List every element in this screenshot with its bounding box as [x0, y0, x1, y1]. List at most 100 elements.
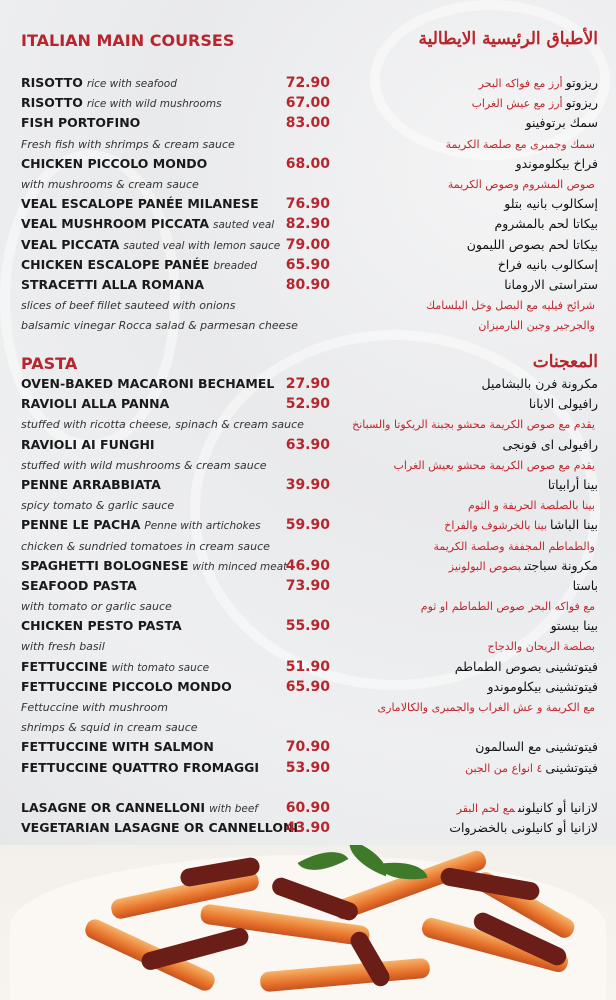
item-price: 82.90 — [285, 216, 330, 233]
item-arabic: بينا بالصلصة الحريفة و الثوم — [468, 495, 598, 516]
item-description-arabic: ٤ انواع من الجبن — [465, 761, 543, 775]
item-price: 55.90 — [285, 618, 330, 635]
menu-item-row: FETTUCCINE PICCOLO MONDO 65.90 فيتوتشينى ب… — [0, 677, 616, 697]
menu-item-row: CHICKEN PICCOLO MONDO 68.00 فراخ بيكلوموند… — [0, 154, 616, 174]
menu-item-row: STRACETTI ALLA ROMANA 80.90 ستراستى الاروم… — [0, 275, 616, 295]
item-description-arabic: والجرجير وجبن البارميزان — [478, 319, 595, 333]
item-price: 65.90 — [285, 678, 330, 695]
item-arabic: فراخ بيكلوموندو — [516, 154, 598, 174]
item-name-arabic: سمك برتوفينو — [525, 115, 599, 131]
item-name: VEGETARIAN LASAGNE OR CANNELLONI — [21, 820, 299, 836]
item-english: LASAGNE OR CANNELLONI with beef — [21, 798, 258, 819]
item-english: FISH PORTOFINO — [21, 113, 140, 133]
item-arabic: لازانيا أو كانيلونىمع لحم البقر — [457, 798, 598, 819]
item-price: 60.90 — [285, 800, 330, 816]
menu-item-row: stuffed with wild mushrooms & cream sauc… — [0, 455, 616, 475]
item-price: 72.90 — [285, 75, 330, 91]
item-english: SEAFOOD PASTA — [21, 576, 137, 596]
item-english: with fresh basil — [21, 636, 105, 657]
menu-item-row: RAVIOLI AI FUNGHI 63.90 رافيولى اى فونجى — [0, 435, 616, 455]
item-description: with fresh basil — [21, 640, 105, 654]
item-english: slices of beef fillet sauteed with onion… — [21, 295, 235, 316]
item-description-arabic: مع لحم البقر — [456, 802, 515, 815]
item-english: RAVIOLI AI FUNGHI — [21, 435, 155, 455]
item-description: Penne with artichokes — [144, 520, 261, 533]
item-arabic: رافيولى اى فونجى — [502, 435, 598, 455]
item-arabic: شرائح فيليه مع البصل وخل البلسامك — [426, 295, 598, 316]
menu-item-row: balsamic vinegar Rocca salad & parmesan … — [0, 315, 616, 335]
menu-item-row: shrimps & squid in cream sauce — [0, 717, 616, 737]
item-name-arabic: ستراستى الارومانا — [504, 276, 598, 292]
item-english: VEAL MUSHROOM PICCATA sauted veal — [21, 214, 274, 235]
menu-item-row: spicy tomato & garlic sauce بينا بالصلصة … — [0, 495, 616, 515]
item-description-arabic: يقدم مع صوص الكريمة محشو بعيش الغراب — [393, 458, 595, 472]
item-english: FETTUCCINE WITH SALMON — [21, 737, 214, 757]
item-name: PENNE ARRABBIATA — [21, 476, 161, 492]
menu-item-row: stuffed with ricotta cheese, spinach & c… — [0, 414, 616, 434]
item-price: 52.90 — [285, 396, 330, 413]
item-description: stuffed with ricotta cheese, spinach & c… — [21, 418, 304, 432]
menu-item-row: FISH PORTOFINO 83.00 سمك برتوفينو — [0, 113, 616, 133]
decorative-swirl — [0, 150, 180, 450]
item-price: 73.90 — [285, 577, 330, 594]
item-name-arabic: فراخ بيكلوموندو — [515, 155, 598, 171]
item-name-arabic: بينا الباشا — [550, 517, 598, 533]
item-description-arabic: بصوص البولونيز — [448, 559, 521, 573]
item-price: 27.90 — [285, 376, 330, 392]
menu-item-row: CHICKEN PESTO PASTA 55.90 بينا بيستو — [0, 616, 616, 636]
pasta-list: OVEN-BAKED MACARONI BECHAMEL 27.90 مكرونة … — [0, 374, 616, 778]
item-name: RISOTTO — [21, 95, 83, 111]
item-name-arabic: فيتوتشينى بصوص الطماطم — [454, 658, 598, 674]
item-price: 43.90 — [285, 820, 330, 837]
menu-item-row: VEAL ESCALOPE PANÉE MILANESE 76.90 إسكالوب… — [0, 194, 616, 214]
item-name-arabic: بينا أرابياتا — [547, 476, 598, 492]
item-description-arabic: مع فواكه البحر صوص الطماطم او ثوم — [420, 600, 595, 614]
item-english: with mushrooms & cream sauce — [21, 174, 199, 195]
item-arabic: باستا — [573, 576, 598, 596]
item-description-arabic: بينا بالخرشوف والفراخ — [444, 519, 548, 533]
item-description-arabic: شرائح فيليه مع البصل وخل البلسامك — [426, 299, 595, 313]
item-price: 80.90 — [285, 276, 330, 293]
item-arabic: إسكالوب بانيه فراخ — [498, 255, 598, 275]
item-english: balsamic vinegar Rocca salad & parmesan … — [21, 315, 298, 336]
item-name-arabic: بيكاتا لحم بصوص الليمون — [466, 236, 598, 252]
item-name: FISH PORTOFINO — [21, 115, 141, 131]
decorative-swirl — [370, 0, 610, 160]
item-arabic: مكرونة سباجتىبصوص البولونيز — [449, 556, 598, 577]
item-name-arabic: مكرونة فرن بالبشاميل — [481, 376, 598, 391]
item-description-arabic: يقدم مع صوص الكريمة محشو بجبنة الريكوتا … — [352, 418, 595, 432]
item-description: slices of beef fillet sauteed with onion… — [21, 299, 236, 313]
item-description: rice with seafood — [86, 78, 177, 90]
item-name-arabic: لازانيا أو كانيلونى بالخضروات — [449, 820, 598, 836]
item-name-arabic: رافيولى الابانا — [528, 396, 598, 412]
menu-item-row: CHICKEN ESCALOPE PANÉE breaded 65.90 إسكالو… — [0, 255, 616, 275]
item-arabic: إسكالوب بانيه بتلو — [504, 194, 598, 214]
item-description: with mushrooms & cream sauce — [21, 177, 199, 191]
menu-item-row: chicken & sundried tomatoes in cream sau… — [0, 536, 616, 556]
item-description-arabic: سمك وجمبرى مع صلصة الكريمة — [445, 137, 595, 151]
item-description-arabic: بينا بالصلصة الحريفة و الثوم — [467, 499, 595, 513]
item-arabic: رافيولى الابانا — [529, 394, 598, 414]
item-english: chicken & sundried tomatoes in cream sau… — [21, 536, 270, 557]
item-english: shrimps & squid in cream sauce — [21, 717, 198, 738]
item-arabic: بينا بيستو — [551, 616, 598, 636]
main-courses-list: RISOTTO rice with seafood 72.90 ريزوتوأرز م… — [0, 73, 616, 335]
item-name-arabic: إسكالوب بانيه فراخ — [497, 256, 598, 272]
item-description: with beef — [209, 803, 258, 815]
pasta-title: PASTA — [21, 354, 78, 373]
item-name: LASAGNE OR CANNELLONI — [21, 800, 206, 815]
item-description: sauted veal — [213, 219, 275, 232]
item-name: PENNE LE PACHA — [21, 517, 141, 533]
menu-background — [0, 0, 616, 845]
item-name-arabic: فيتوتشينى — [545, 759, 598, 775]
item-english: PENNE LE PACHA Penne with artichokes — [21, 515, 261, 536]
item-arabic: صوص المشروم وصوص الكريمة — [448, 174, 598, 195]
pasta-dish-photo — [0, 845, 616, 1000]
item-english: spicy tomato & garlic sauce — [21, 495, 174, 516]
item-arabic: لازانيا أو كانيلونى بالخضروات — [449, 818, 598, 838]
pasta-title-arabic: المعجنات — [532, 352, 598, 372]
item-description: shrimps & squid in cream sauce — [21, 721, 198, 735]
item-arabic: والجرجير وجبن البارميزان — [478, 315, 598, 336]
item-english: Fettuccine with mushroom — [21, 697, 168, 718]
